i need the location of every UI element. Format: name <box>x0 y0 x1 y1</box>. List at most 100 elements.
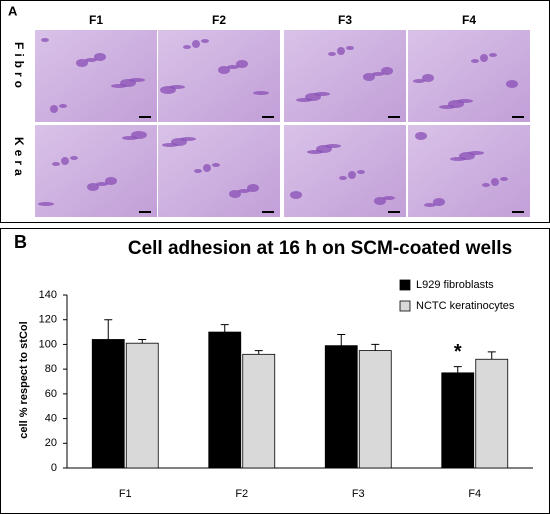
cell <box>229 190 241 198</box>
cell <box>415 132 427 140</box>
column-label: F3 <box>338 13 352 27</box>
cell <box>129 78 145 82</box>
bar <box>441 372 475 469</box>
cell <box>96 182 108 186</box>
cell <box>480 54 488 62</box>
cell <box>253 91 269 95</box>
cell <box>227 65 239 69</box>
cell <box>471 59 479 63</box>
cell <box>247 184 259 192</box>
y-tick-label: 140 <box>39 289 57 301</box>
micrograph <box>284 30 406 122</box>
cell <box>218 66 230 74</box>
cell <box>87 183 99 191</box>
error-bar <box>220 324 229 333</box>
y-tick-label: 60 <box>45 388 57 400</box>
cell <box>374 197 386 205</box>
cell <box>70 156 78 160</box>
column-label: F1 <box>89 13 103 27</box>
legend-swatch <box>399 279 411 291</box>
row-label: Fibro <box>12 42 26 92</box>
cell <box>328 52 336 56</box>
column-label: F4 <box>462 13 476 27</box>
error-bar <box>138 338 147 344</box>
micrograph <box>408 125 530 217</box>
cell <box>85 58 97 62</box>
cell <box>363 73 375 81</box>
cell <box>203 164 211 172</box>
cell <box>500 177 508 181</box>
cell <box>169 85 185 89</box>
cell <box>105 177 117 185</box>
x-tick-label: F1 <box>119 488 132 500</box>
cell <box>192 40 200 48</box>
legend-label: L929 fibroblasts <box>416 279 494 291</box>
cell <box>131 131 147 139</box>
cell <box>457 99 473 103</box>
cell <box>339 176 347 180</box>
bar <box>91 339 125 469</box>
x-tick-label: F2 <box>235 488 248 500</box>
cell <box>38 202 54 206</box>
cell <box>433 198 445 206</box>
annotation: * <box>454 341 462 363</box>
cell <box>357 170 365 174</box>
micrograph <box>158 30 280 122</box>
error-bar <box>104 319 113 340</box>
y-tick-label: 40 <box>45 412 57 424</box>
cell <box>76 59 88 67</box>
cell <box>482 183 490 187</box>
y-axis-label: cell % respect to stCol <box>18 321 30 438</box>
column-label: F2 <box>212 13 226 27</box>
bar <box>242 353 276 469</box>
micrograph <box>284 125 406 217</box>
error-bar <box>487 351 496 360</box>
cell <box>59 104 67 108</box>
cell <box>52 162 60 166</box>
cell <box>413 79 425 83</box>
y-tick-label: 100 <box>39 338 57 350</box>
bar <box>358 350 392 469</box>
bar <box>475 358 509 469</box>
error-bar <box>254 350 263 355</box>
cell <box>506 80 518 88</box>
cell <box>290 191 302 199</box>
bar <box>125 342 159 469</box>
y-tick-label: 120 <box>39 314 57 326</box>
cell <box>238 189 250 193</box>
chart-title: Cell adhesion at 16 h on SCM-coated well… <box>128 238 512 259</box>
cell <box>325 144 341 148</box>
cell <box>348 171 356 179</box>
cell <box>468 151 484 155</box>
cell <box>314 92 330 96</box>
bar <box>208 331 242 469</box>
cell <box>422 74 434 82</box>
cell <box>194 169 202 173</box>
cell <box>381 67 393 75</box>
x-tick-label: F4 <box>468 488 481 500</box>
micrograph <box>35 125 157 217</box>
x-tick-label: F3 <box>352 488 365 500</box>
error-bar <box>371 343 380 351</box>
y-tick-label: 0 <box>51 462 57 474</box>
cell <box>337 47 345 55</box>
legend-swatch <box>399 300 411 312</box>
cell <box>491 178 499 186</box>
panel-label: A <box>8 3 18 18</box>
bar <box>324 345 358 469</box>
cell <box>183 45 191 49</box>
cell <box>61 157 69 165</box>
cell <box>489 53 497 57</box>
cell <box>236 60 248 68</box>
cell <box>50 105 58 113</box>
cell <box>372 72 384 76</box>
cell <box>94 53 106 61</box>
row-label: Kera <box>12 137 26 180</box>
cell <box>41 38 49 42</box>
cell <box>180 137 196 141</box>
y-tick-label: 80 <box>45 363 57 375</box>
cell <box>346 46 354 50</box>
panel-label: B <box>14 232 27 252</box>
error-bar <box>453 366 462 373</box>
